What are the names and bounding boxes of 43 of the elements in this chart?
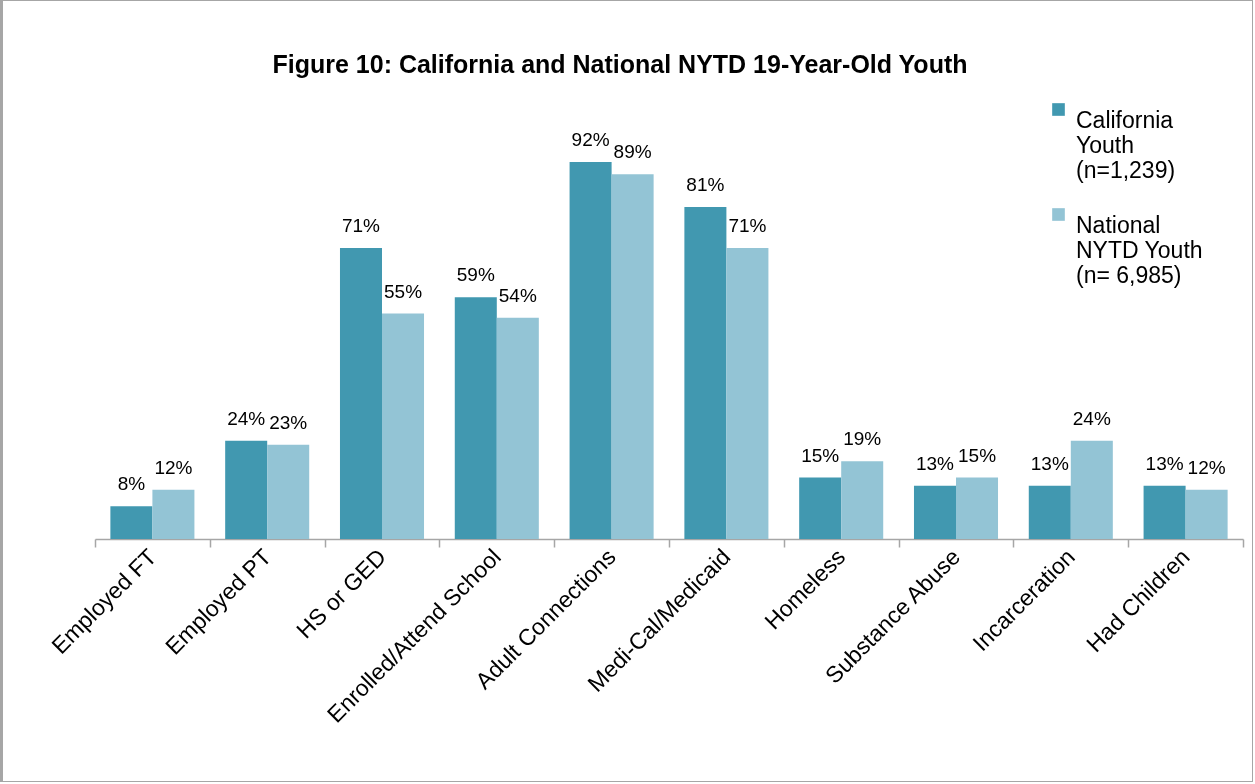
bar xyxy=(956,477,999,539)
data-label: 12% xyxy=(154,456,193,478)
chart-title: Figure 10: California and National NYTD 19-Year-Old Youth xyxy=(272,50,968,78)
bar xyxy=(913,485,956,539)
data-label: 19% xyxy=(843,428,882,450)
bar xyxy=(267,444,310,539)
data-label: 55% xyxy=(383,280,423,302)
bar xyxy=(496,317,539,539)
data-label: 71% xyxy=(728,215,767,237)
bar xyxy=(611,174,654,539)
data-label: 89% xyxy=(613,141,652,163)
data-label: 15% xyxy=(957,444,997,466)
bar xyxy=(684,207,727,539)
bar xyxy=(1028,485,1071,539)
bar xyxy=(225,440,268,539)
data-label: 81% xyxy=(686,174,725,196)
data-label: 15% xyxy=(801,444,840,466)
data-label: 92% xyxy=(571,129,610,150)
data-label: 8% xyxy=(117,473,146,495)
legend-label: California Youth (n=1,239) xyxy=(1076,106,1176,183)
bar xyxy=(1185,489,1228,539)
data-label: 13% xyxy=(1145,452,1184,474)
data-label: 13% xyxy=(915,452,955,474)
bar xyxy=(1143,485,1186,539)
bar xyxy=(799,477,842,539)
bar xyxy=(110,506,153,539)
bar xyxy=(339,248,382,539)
bar xyxy=(1070,440,1113,539)
data-label: 54% xyxy=(498,284,537,306)
data-label: 71% xyxy=(341,215,381,237)
data-label: 59% xyxy=(456,264,495,286)
bar xyxy=(152,489,195,539)
bar xyxy=(454,297,497,539)
bar xyxy=(382,313,425,539)
data-label: 13% xyxy=(1030,452,1069,474)
data-label: 12% xyxy=(1187,456,1226,478)
data-label: 23% xyxy=(269,411,308,433)
bar xyxy=(841,461,884,539)
data-label: 24% xyxy=(227,407,266,429)
bar xyxy=(726,248,769,539)
data-label: 24% xyxy=(1072,407,1111,429)
legend-label: National NYTD Youth (n= 6,985) xyxy=(1076,211,1203,288)
bar xyxy=(569,162,612,539)
